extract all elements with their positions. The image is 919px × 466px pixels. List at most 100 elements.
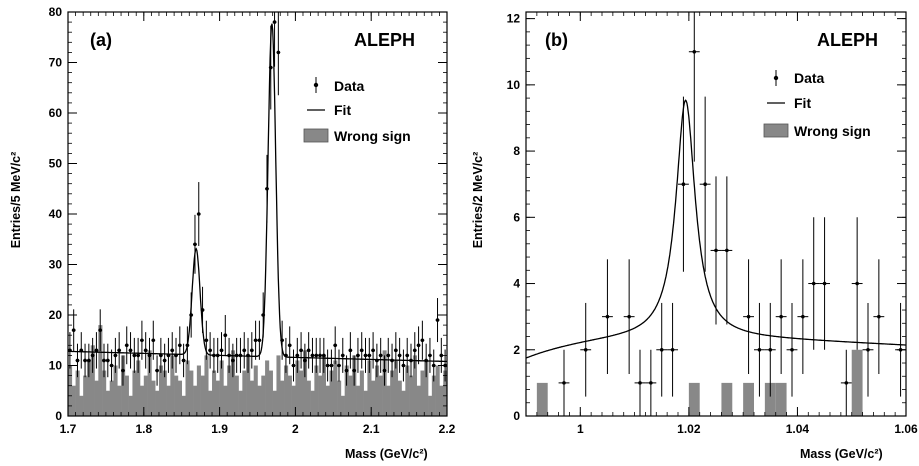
data-point (75, 358, 80, 363)
data-point (71, 328, 76, 332)
wrong-sign-bar (775, 382, 787, 416)
data-point (649, 381, 653, 385)
wrong-sign-bar (401, 390, 406, 416)
wrong-sign-bar (268, 370, 273, 416)
wrong-sign-bar (185, 360, 190, 416)
data-point (196, 212, 201, 216)
data-point (439, 353, 444, 358)
wrong-sign-bar (109, 380, 114, 416)
wrong-sign-bar (128, 395, 133, 416)
data-point (136, 353, 140, 358)
data-point (725, 248, 729, 253)
data-point (583, 347, 588, 352)
data-point (416, 343, 421, 348)
data-point (428, 353, 432, 358)
panel-b: 1 1.02 1.04 1.06 0 2 4 6 8 10 12 (b) ALEPH Data Fi… (471, 11, 918, 461)
data-point (420, 338, 425, 343)
wrong-sign-bar (284, 365, 289, 416)
panel-frame (525, 11, 907, 417)
wrong-sign-bar (416, 385, 421, 416)
wrong-sign-bar (261, 375, 266, 416)
data-point (409, 358, 413, 363)
wrong-sign-bar (113, 365, 118, 416)
wrong-sign-bar (340, 395, 345, 416)
wrong-sign-bar (325, 385, 330, 416)
data-point (268, 65, 273, 70)
y-tick-label: 20 (49, 308, 63, 322)
wrong-sign-bar (280, 380, 285, 416)
data-point (185, 343, 190, 348)
panel-a-plot-area: 1.7 1.8 1.9 2 2.1 2.2 0 10 20 30 40 50 60 70 80 (49, 5, 456, 436)
wrong-sign-bar (257, 385, 262, 416)
wrong-sign-bar (143, 375, 148, 416)
wrong-sign-bar (253, 365, 258, 416)
wrong-sign-bar (83, 375, 88, 416)
data-point (811, 281, 816, 286)
wrong-sign-bar (329, 370, 334, 416)
data-point (178, 343, 182, 348)
wrong-sign-bar (105, 390, 110, 416)
wrong-sign-bar (412, 355, 417, 416)
wrong-sign-bar (390, 370, 395, 416)
y-tick-label: 12 (507, 12, 521, 26)
data-point (779, 314, 783, 319)
wrong-sign-bar (428, 395, 433, 416)
legend-wrong-sign-swatch (763, 123, 789, 138)
data-point (424, 358, 428, 363)
wrong-sign-bar (299, 370, 304, 416)
data-point (435, 318, 440, 322)
data-point (348, 348, 353, 353)
wrong-sign-bar (851, 349, 863, 416)
wrong-sign-bar (124, 375, 129, 416)
data-point (128, 348, 133, 353)
data-point (367, 353, 372, 358)
wrong-sign-bar (314, 365, 319, 416)
data-point (337, 363, 341, 368)
wrong-sign-bar (212, 370, 217, 416)
wrong-sign-bar (321, 355, 327, 416)
legend-b-fit-label: Fit (794, 95, 811, 111)
x-tick-label: 1.04 (786, 422, 810, 436)
wrong-sign-bar (386, 385, 391, 416)
panel-a-y-axis-label: Entries/5 MeV/c² (9, 152, 23, 249)
data-point (212, 353, 216, 358)
wrong-sign-bar (79, 395, 84, 416)
data-point (155, 368, 159, 373)
legend-b-wrong-sign-label: Wrong sign (794, 123, 871, 139)
data-point (855, 281, 859, 286)
wrong-sign-bar (333, 360, 338, 416)
y-tick-label: 0 (513, 409, 520, 423)
wrong-sign-bar (238, 390, 243, 416)
wrong-sign-bar (155, 390, 160, 416)
data-point (681, 182, 686, 186)
wrong-sign-bar (310, 390, 315, 416)
wrong-sign-bar (94, 380, 99, 416)
wrong-sign-bar (435, 365, 440, 416)
x-tick-label: 1.06 (894, 422, 918, 436)
data-point (121, 368, 125, 373)
data-point (276, 50, 281, 55)
data-point (822, 281, 827, 286)
wrong-sign-bar (208, 390, 213, 416)
wrong-sign-bar (393, 360, 399, 416)
wrong-sign-bar (147, 350, 152, 416)
fit-curve (68, 23, 448, 363)
wrong-sign-bar (363, 390, 368, 416)
data-point (352, 368, 356, 373)
x-tick-label: 2 (292, 422, 299, 436)
y-tick-label: 8 (513, 144, 520, 158)
wrong-sign-bar (397, 380, 402, 416)
data-point (253, 338, 258, 343)
wrong-sign-bar (356, 385, 361, 416)
data-point (401, 363, 406, 368)
wrong-sign-bar (242, 370, 247, 416)
data-point (223, 333, 228, 338)
wrong-sign-bar (359, 370, 364, 416)
data-point (87, 358, 91, 363)
wrong-sign-bar (102, 370, 107, 416)
data-point (714, 248, 718, 253)
x-tick-label: 2.1 (363, 422, 380, 436)
wrong-sign-bar (204, 355, 209, 416)
data-point (242, 348, 247, 353)
wrong-sign-bar (193, 385, 198, 416)
